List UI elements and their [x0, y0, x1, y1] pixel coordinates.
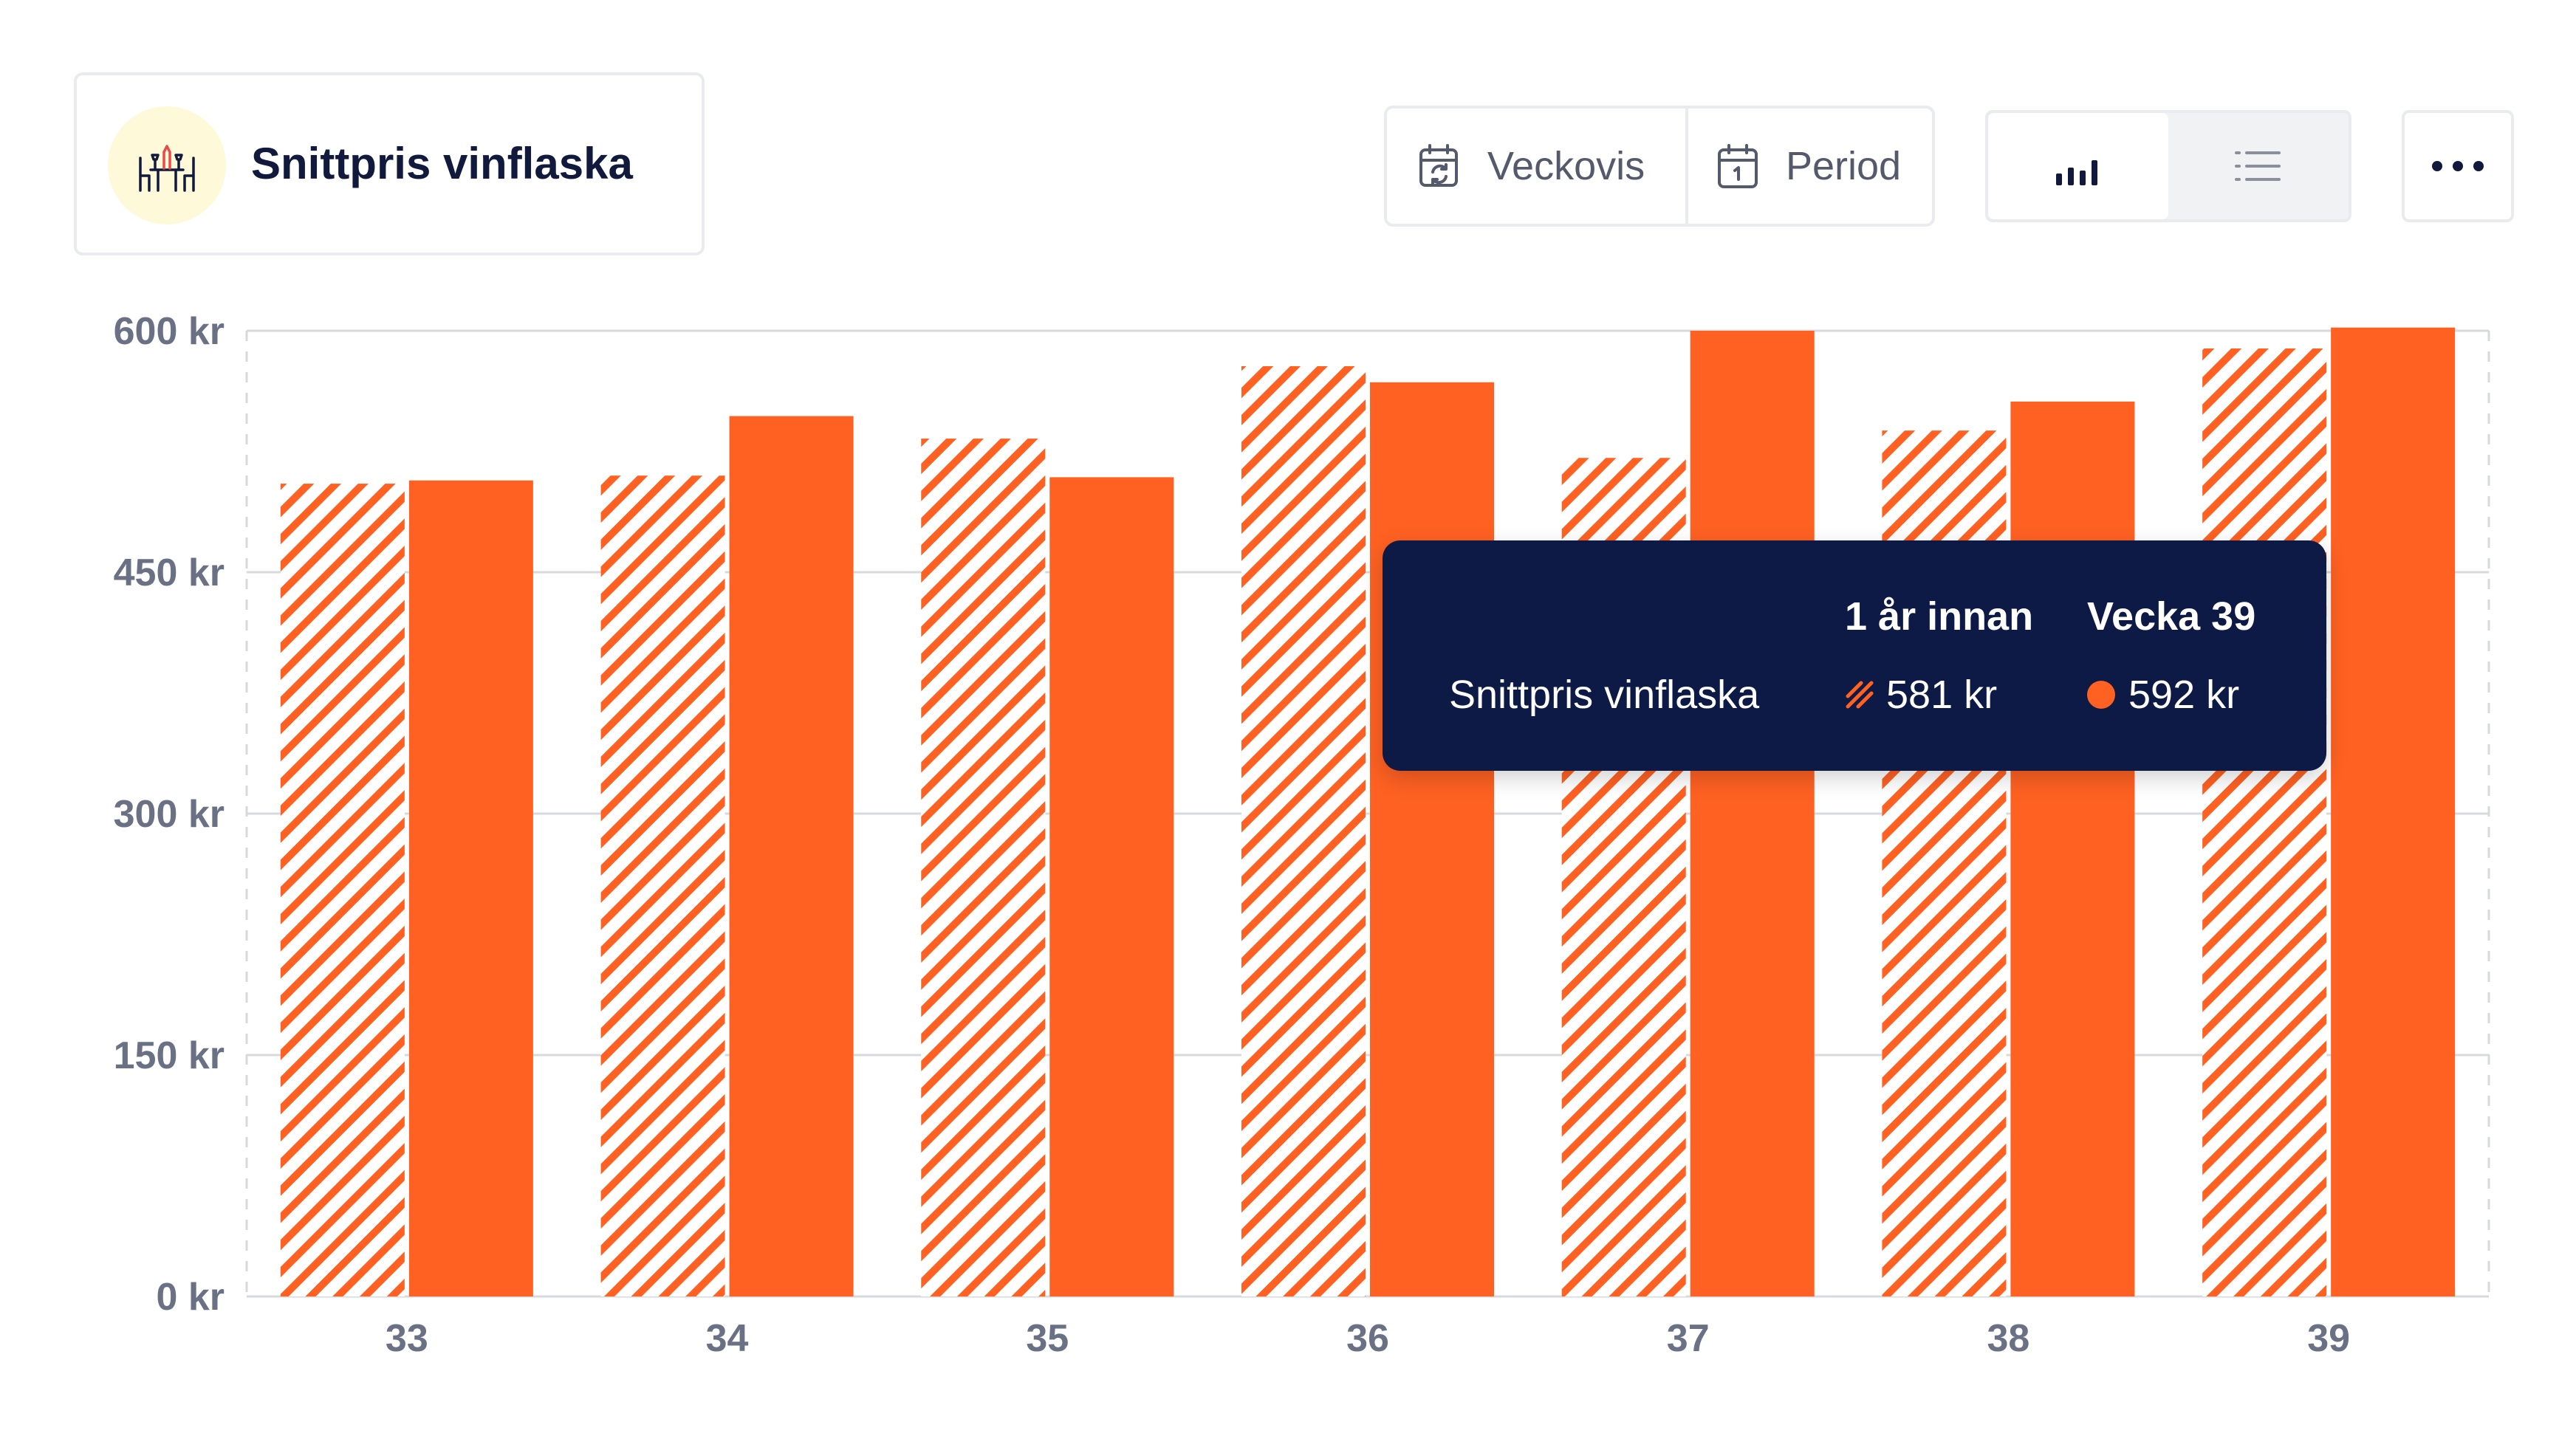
tooltip-current-value: 592 kr	[2087, 672, 2239, 718]
dining-table-icon	[108, 106, 226, 224]
bar-current[interactable]	[729, 416, 854, 1296]
page-title: Snittpris vinflaska	[251, 139, 633, 188]
y-tick-label: 450 kr	[114, 552, 225, 594]
tooltip-previous-year-header: 1 år innan	[1845, 594, 2034, 639]
list-view-button[interactable]	[2168, 113, 2349, 219]
weekly-button[interactable]: Veckovis	[1387, 109, 1688, 224]
list-icon	[2235, 151, 2281, 181]
more-dots-icon	[2432, 161, 2484, 171]
chart-tooltip: 1 år innan Vecka 39 Snittpris vinflaska …	[1383, 540, 2326, 771]
hatched-swatch-icon	[1846, 681, 1874, 709]
bar-current[interactable]	[408, 480, 533, 1296]
x-tick-label: 34	[706, 1317, 749, 1360]
bar-previous-year[interactable]	[1241, 365, 1366, 1297]
time-mode-toggle: Veckovis Period	[1384, 106, 1935, 227]
bar-current[interactable]	[1690, 331, 1815, 1296]
x-tick-label: 36	[1346, 1317, 1389, 1360]
bar-current[interactable]	[1049, 477, 1174, 1296]
x-tick-label: 35	[1026, 1317, 1069, 1360]
tooltip-row-label: Snittpris vinflaska	[1449, 673, 1760, 717]
calendar-repeat-icon	[1419, 144, 1458, 187]
x-tick-label: 39	[2307, 1317, 2350, 1360]
view-toggle	[1985, 110, 2351, 222]
x-tick-label: 33	[386, 1317, 428, 1360]
tooltip-week-header: Vecka 39	[2087, 594, 2256, 639]
tooltip-previous-year-value: 581 kr	[1845, 672, 1997, 718]
bar-previous-year[interactable]	[2202, 348, 2327, 1297]
bar-view-button[interactable]	[1988, 113, 2168, 219]
more-options-button[interactable]	[2402, 110, 2514, 222]
y-tick-label: 300 kr	[114, 793, 225, 836]
weekly-label: Veckovis	[1487, 144, 1645, 188]
bar-chart-icon	[2056, 160, 2097, 185]
period-label: Period	[1786, 144, 1902, 188]
y-tick-label: 600 kr	[114, 310, 225, 353]
y-tick-label: 0 kr	[156, 1276, 225, 1319]
period-button[interactable]: Period	[1685, 109, 1932, 224]
title-card: Snittpris vinflaska	[74, 72, 705, 255]
solid-swatch-icon	[2087, 681, 2115, 709]
x-tick-label: 38	[1987, 1317, 2030, 1360]
bar-current[interactable]	[2331, 327, 2456, 1296]
bar-previous-year[interactable]	[921, 439, 1046, 1296]
tooltip-previous-year-amount: 581 kr	[1886, 673, 1998, 717]
y-tick-label: 150 kr	[114, 1034, 225, 1077]
bar-previous-year[interactable]	[280, 484, 405, 1296]
x-tick-label: 37	[1667, 1317, 1710, 1360]
bar-previous-year[interactable]	[600, 475, 725, 1297]
bar-current[interactable]	[1370, 382, 1494, 1296]
tooltip-current-amount: 592 kr	[2128, 673, 2240, 717]
bar-current[interactable]	[2010, 401, 2135, 1297]
calendar-icon	[1718, 144, 1758, 188]
